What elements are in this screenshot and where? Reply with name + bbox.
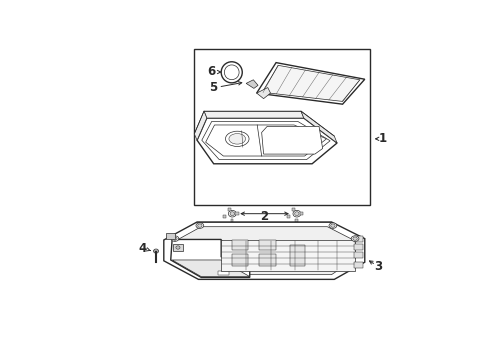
Ellipse shape [153, 249, 159, 253]
Polygon shape [257, 87, 270, 99]
Text: 4: 4 [139, 242, 147, 255]
Polygon shape [262, 126, 322, 154]
Bar [195, 49, 370, 205]
Polygon shape [206, 125, 326, 156]
Ellipse shape [331, 224, 335, 227]
Bar [354, 262, 364, 268]
Ellipse shape [229, 134, 245, 144]
Polygon shape [301, 111, 337, 143]
Ellipse shape [351, 236, 359, 242]
Ellipse shape [293, 210, 301, 217]
Ellipse shape [225, 131, 249, 147]
Text: 5: 5 [209, 81, 217, 94]
Ellipse shape [228, 210, 236, 217]
Polygon shape [246, 80, 258, 89]
Bar [354, 236, 364, 242]
Bar [232, 240, 248, 250]
Polygon shape [173, 244, 183, 251]
Text: 1: 1 [379, 132, 387, 145]
Polygon shape [172, 260, 250, 276]
Ellipse shape [197, 224, 202, 227]
Text: 2: 2 [260, 210, 269, 223]
Ellipse shape [171, 236, 179, 242]
Bar [287, 215, 291, 218]
Polygon shape [262, 66, 360, 102]
Polygon shape [204, 111, 304, 118]
Bar [300, 212, 303, 215]
Bar [231, 219, 233, 222]
Ellipse shape [294, 212, 299, 216]
Polygon shape [173, 227, 355, 275]
Ellipse shape [172, 237, 177, 240]
Bar [235, 212, 239, 215]
Bar [228, 208, 231, 211]
Bar [354, 244, 364, 250]
Ellipse shape [329, 223, 337, 228]
Ellipse shape [176, 246, 180, 249]
Polygon shape [195, 111, 207, 140]
Ellipse shape [196, 223, 204, 228]
Bar [222, 215, 226, 218]
Polygon shape [257, 63, 365, 104]
Polygon shape [218, 270, 229, 275]
Bar [293, 208, 295, 211]
Polygon shape [220, 240, 355, 270]
Bar [259, 255, 276, 266]
Polygon shape [164, 222, 365, 279]
Polygon shape [166, 233, 175, 239]
Text: 3: 3 [374, 260, 383, 273]
Text: 6: 6 [207, 65, 215, 78]
Polygon shape [202, 121, 330, 159]
Bar [232, 255, 248, 266]
Polygon shape [171, 239, 250, 278]
Bar [354, 252, 364, 258]
Polygon shape [197, 118, 337, 164]
Ellipse shape [353, 237, 357, 240]
Bar [259, 240, 276, 250]
Polygon shape [173, 240, 248, 275]
Ellipse shape [230, 212, 235, 216]
Bar [295, 219, 298, 222]
Bar [290, 245, 305, 266]
